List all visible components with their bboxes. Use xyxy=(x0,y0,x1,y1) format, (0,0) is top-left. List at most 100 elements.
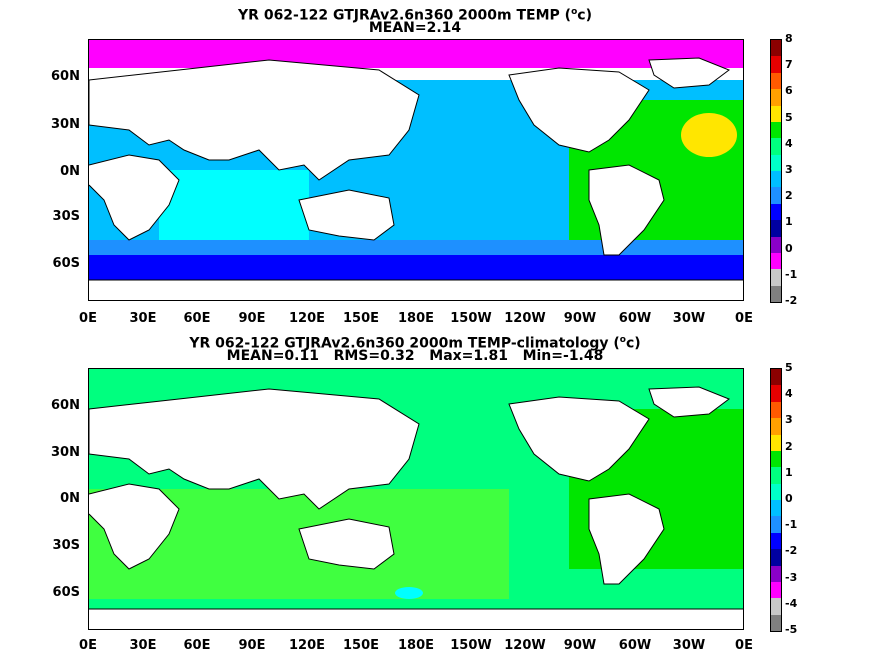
colorbar-swatch xyxy=(771,40,781,57)
panel1-lon-label-60w: 60W xyxy=(618,311,652,326)
colorbar-swatch xyxy=(771,121,781,139)
panel1-southern-deep-band xyxy=(89,255,743,280)
panel1-arctic-field xyxy=(89,40,743,68)
panel1-map xyxy=(88,39,744,301)
panel2-lat-label-30n: 30N xyxy=(51,445,80,460)
panel2-lat-label-0n: 0N xyxy=(60,491,80,506)
colorbar-swatch xyxy=(771,138,781,155)
panel1-lon-label-90w: 90W xyxy=(563,311,597,326)
panel1-colorbar xyxy=(770,39,782,303)
panel1-lon-label-60e: 60E xyxy=(183,311,211,326)
colorbar-tick-label: -1 xyxy=(785,518,798,532)
panel2-map-svg xyxy=(89,369,743,629)
panel2-lon-label-180e: 180E xyxy=(397,638,435,653)
panel1-lon-label-120w: 120W xyxy=(504,311,546,326)
panel2-greenland xyxy=(649,387,729,417)
colorbar-swatch xyxy=(771,401,781,419)
colorbar-tick-label: 8 xyxy=(785,32,793,45)
colorbar-tick-label: 1 xyxy=(785,465,793,479)
panel2-lon-label-30e: 30E xyxy=(129,638,157,653)
panel2-lon-label-0e-end: 0E xyxy=(735,638,753,653)
colorbar-tick-label: 5 xyxy=(785,110,793,124)
colorbar-swatch xyxy=(771,171,781,188)
colorbar-tick-label: -3 xyxy=(785,570,798,584)
panel2-lon-label-120w: 120W xyxy=(504,638,546,653)
colorbar-tick-label: 0 xyxy=(785,241,793,255)
colorbar-swatch xyxy=(771,56,781,73)
panel1-lon-label-150e: 150E xyxy=(342,311,380,326)
colorbar-swatch xyxy=(771,598,781,615)
panel2-lon-label-150e: 150E xyxy=(342,638,380,653)
colorbar-tick-label: 5 xyxy=(785,361,793,374)
colorbar-tick-label: -5 xyxy=(785,623,798,636)
panel2-south-america xyxy=(589,494,664,584)
colorbar-swatch xyxy=(771,385,781,402)
colorbar-tick-label: 0 xyxy=(785,492,793,505)
colorbar-swatch xyxy=(771,269,781,286)
colorbar-tick-label: 4 xyxy=(785,387,793,401)
panel1-south-america xyxy=(589,165,664,255)
colorbar-swatch xyxy=(771,236,781,253)
colorbar-tick-label: 3 xyxy=(785,413,793,427)
panel1-lat-label-0n: 0N xyxy=(60,164,80,179)
colorbar-swatch xyxy=(771,220,781,237)
panel1-lon-label-180e: 180E xyxy=(397,311,435,326)
colorbar-swatch xyxy=(771,203,781,221)
colorbar-tick-label: -2 xyxy=(785,544,798,558)
panel2-map xyxy=(88,368,744,630)
panel1-lon-label-30w: 30W xyxy=(672,311,706,326)
panel2-lon-label-60w: 60W xyxy=(618,638,652,653)
colorbar-tick-label: 2 xyxy=(785,189,793,203)
panel2-lon-label-120e: 120E xyxy=(288,638,326,653)
panel1-atlantic-warm-patch xyxy=(681,113,737,157)
panel2-lat-label-30s: 30S xyxy=(52,538,80,553)
panel2-lat-label-60s: 60S xyxy=(52,585,80,600)
panel2-lon-label-90w: 90W xyxy=(563,638,597,653)
panel2-coastlines xyxy=(89,386,743,610)
colorbar-swatch xyxy=(771,581,781,599)
panel1-lat-label-30n: 30N xyxy=(51,117,80,132)
colorbar-tick-label: 7 xyxy=(785,58,793,72)
panel1-north-america xyxy=(509,68,649,152)
colorbar-swatch xyxy=(771,252,781,270)
panel1-lat-label-60n: 60N xyxy=(51,69,80,84)
panel2-lon-label-30w: 30W xyxy=(672,638,706,653)
panel1-lon-label-120e: 120E xyxy=(288,311,326,326)
panel2-antarctica xyxy=(89,609,743,629)
panel1-title: YR 062-122 GTJRAv2.6n360 2000m TEMP (oc) xyxy=(238,7,592,24)
panel1-lat-label-60s: 60S xyxy=(52,256,80,271)
panel2-lon-label-60e: 60E xyxy=(183,638,211,653)
colorbar-swatch xyxy=(771,532,781,550)
colorbar-swatch xyxy=(771,154,781,171)
panel2-lon-label-0e: 0E xyxy=(79,638,97,653)
colorbar-tick-label: -4 xyxy=(785,596,798,610)
panel2-north-america xyxy=(509,397,649,481)
colorbar-swatch xyxy=(771,467,781,484)
panel2-lon-label-90e: 90E xyxy=(238,638,266,653)
panel2-lon-label-150w: 150W xyxy=(450,638,492,653)
panel1-greenland xyxy=(649,58,729,88)
colorbar-swatch xyxy=(771,483,781,500)
colorbar-tick-label: 4 xyxy=(785,136,793,150)
colorbar-swatch xyxy=(771,565,781,582)
panel1-eurasia xyxy=(89,60,419,180)
panel1-lon-label-90e: 90E xyxy=(238,311,266,326)
colorbar-swatch xyxy=(771,516,781,533)
panel2-colorbar xyxy=(770,368,782,632)
panel2-cyan-patch xyxy=(395,587,423,599)
colorbar-tick-label: 6 xyxy=(785,84,793,98)
colorbar-swatch xyxy=(771,418,781,435)
colorbar-swatch xyxy=(771,450,781,468)
panel2-australia xyxy=(299,519,394,569)
panel1-lon-label-0e: 0E xyxy=(79,311,97,326)
panel2-lat-label-60n: 60N xyxy=(51,398,80,413)
panel2-title: YR 062-122 GTJRAv2.6n360 2000m TEMP-clim… xyxy=(189,335,641,352)
colorbar-swatch xyxy=(771,369,781,386)
panel1-antarctica xyxy=(89,280,743,300)
panel1-lon-label-150w: 150W xyxy=(450,311,492,326)
panel2-subtitle: MEAN=0.11 RMS=0.32 Max=1.81 Min=-1.48 xyxy=(226,348,604,364)
panel1-indian-field xyxy=(159,170,309,250)
panel2-eurasia xyxy=(89,389,419,509)
panel1-australia xyxy=(299,190,394,240)
colorbar-tick-label: 2 xyxy=(785,439,793,453)
